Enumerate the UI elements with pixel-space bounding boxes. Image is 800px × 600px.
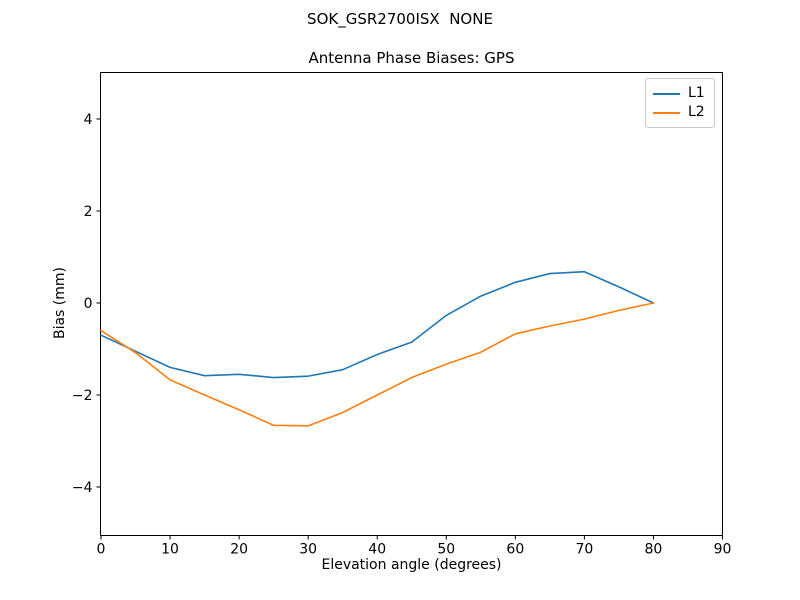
axes-frame — [100, 72, 723, 536]
y-tick-label: 4 — [84, 112, 93, 128]
x-tick-label: 50 — [437, 542, 455, 558]
x-tick-label: 90 — [714, 542, 732, 558]
legend-entry-l2: L2 — [653, 103, 707, 122]
y-tick-label: 0 — [84, 296, 93, 312]
legend-entry-l1: L1 — [653, 84, 707, 103]
y-tick-label: 2 — [84, 204, 93, 220]
x-axis-label: Elevation angle (degrees) — [321, 557, 502, 573]
l1-line-sample — [653, 92, 680, 95]
x-tick-label: 60 — [506, 542, 524, 558]
x-tick-label: 80 — [645, 542, 663, 558]
y-tick-label: −2 — [72, 388, 93, 404]
l2-line-sample — [653, 111, 680, 114]
legend: L1 L2 — [645, 78, 715, 128]
axes-title: Antenna Phase Biases: GPS — [308, 49, 515, 67]
x-tick-label: 30 — [299, 542, 317, 558]
x-tick-label: 40 — [368, 542, 386, 558]
x-tick-label: 0 — [97, 542, 106, 558]
legend-label-l1: L1 — [688, 85, 705, 101]
x-tick-label: 70 — [575, 542, 593, 558]
x-tick-label: 10 — [161, 542, 179, 558]
legend-label-l2: L2 — [688, 104, 705, 120]
x-tick-label: 20 — [230, 542, 248, 558]
figure-suptitle: SOK_GSR2700ISX NONE — [307, 10, 493, 28]
y-tick-label: −4 — [72, 480, 93, 496]
series-line-l1 — [100, 270, 655, 379]
series-line-l2 — [100, 302, 655, 427]
